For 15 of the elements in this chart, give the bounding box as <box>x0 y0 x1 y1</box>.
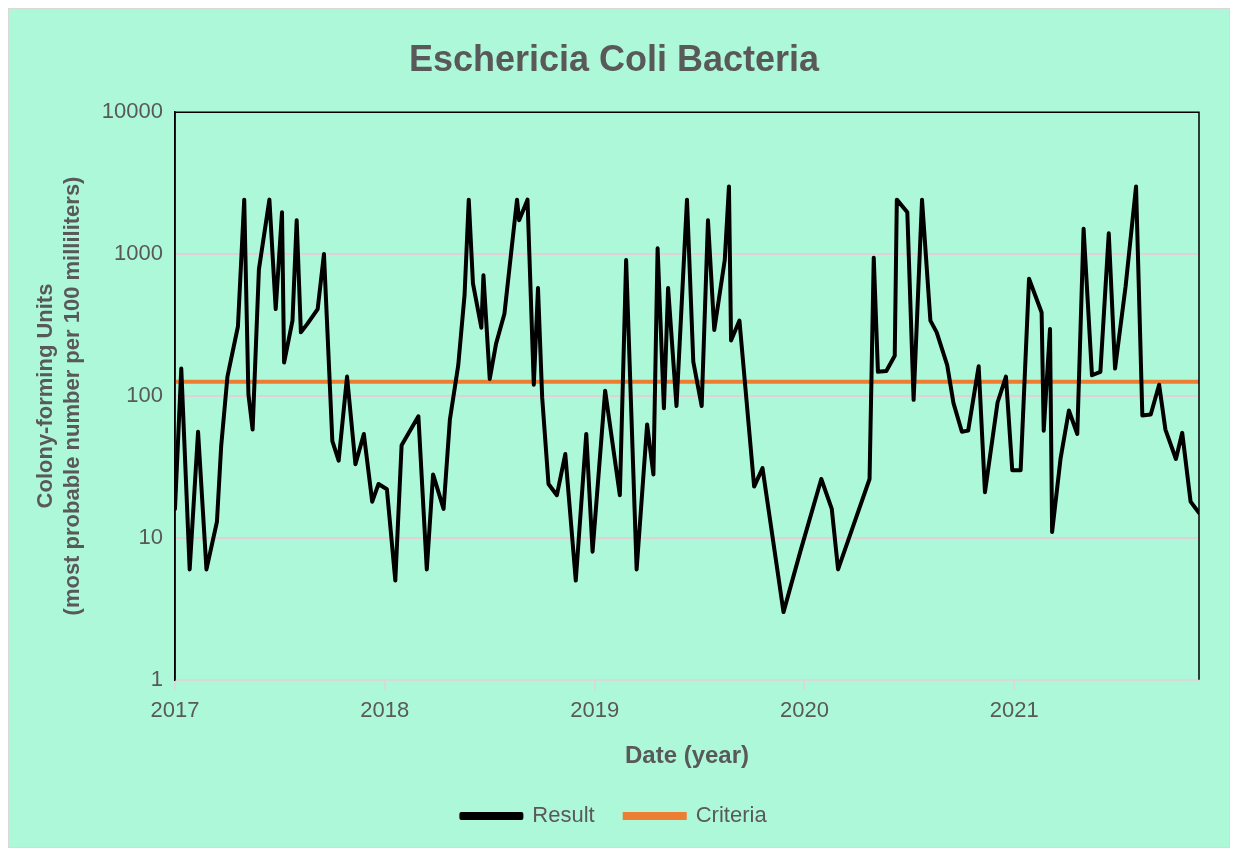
x-tick-label: 2021 <box>989 697 1039 723</box>
y-tick-label: 10 <box>138 523 163 549</box>
x-tick-label: 2017 <box>150 697 200 723</box>
legend-label: Result <box>532 802 595 828</box>
y-axis-title: Colony-forming Units (most probable number per 100 milliliters) <box>32 176 84 616</box>
x-axis-title: Date (year) <box>624 741 750 769</box>
y-tick-label: 10000 <box>101 98 163 124</box>
y-tick-label: 1 <box>150 665 163 691</box>
legend-label: Criteria <box>695 802 768 828</box>
x-tick-label: 2020 <box>780 697 829 723</box>
x-tick-label: 2018 <box>360 697 410 723</box>
x-tick-label: 2019 <box>570 697 620 723</box>
y-tick-label: 100 <box>126 382 163 408</box>
chart-title: Eschericia Coli Bacteria <box>408 37 821 79</box>
y-tick-label: 1000 <box>114 240 163 266</box>
